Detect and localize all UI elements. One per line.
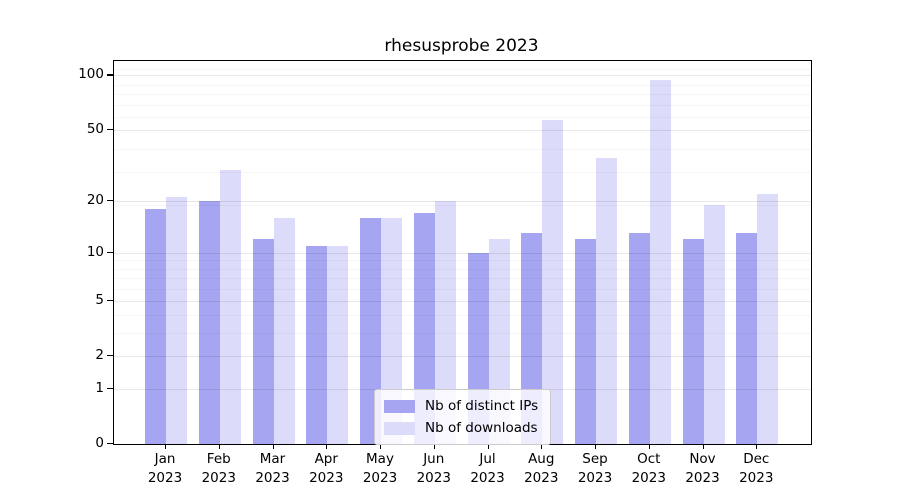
legend-label-distinct-ips: Nb of distinct IPs — [425, 398, 539, 414]
x-tick-label: Mar 2023 — [255, 451, 290, 486]
legend-swatch-distinct-ips — [384, 399, 415, 413]
x-tick-mark — [433, 444, 435, 449]
bar-distinct-ips — [306, 245, 328, 444]
y-tick-label: 5 — [95, 291, 104, 308]
y-tick-mark — [107, 443, 113, 445]
y-tick-mark — [107, 251, 113, 253]
y-tick-mark — [107, 387, 113, 389]
bar-distinct-ips — [682, 239, 704, 444]
y-tick-mark — [107, 299, 113, 302]
x-tick-label: Feb 2023 — [201, 451, 236, 486]
bar-downloads — [273, 217, 295, 444]
bar-distinct-ips — [360, 217, 381, 444]
bar-downloads — [381, 217, 402, 444]
x-tick-label: Dec 2023 — [739, 451, 774, 486]
y-tick-label: 1 — [95, 379, 104, 396]
y-tick-mark — [107, 355, 113, 357]
bar-downloads — [757, 193, 779, 444]
x-tick-mark — [595, 444, 597, 449]
y-tick-label: 20 — [86, 191, 104, 208]
legend-swatch-downloads — [384, 421, 415, 435]
bar-downloads — [219, 169, 241, 444]
bar-downloads — [596, 157, 617, 444]
bar-downloads — [434, 200, 456, 444]
y-tick-label: 10 — [86, 243, 104, 260]
x-tick-mark — [756, 444, 758, 449]
legend-label-downloads: Nb of downloads — [425, 420, 538, 436]
bar-downloads — [327, 245, 349, 444]
x-tick-label: Jun 2023 — [416, 451, 451, 486]
x-tick-mark — [165, 444, 167, 449]
y-tick-label: 0 — [95, 435, 104, 451]
bar-downloads — [703, 204, 725, 444]
bar-downloads — [649, 79, 671, 444]
x-tick-label: May 2023 — [362, 451, 398, 486]
x-tick-label: Jan 2023 — [147, 451, 183, 486]
y-tick-label: 50 — [86, 120, 104, 137]
bar-distinct-ips — [736, 233, 758, 444]
y-tick-label: 100 — [78, 66, 104, 83]
x-tick-label: Oct 2023 — [631, 451, 666, 486]
legend-item-distinct-ips: Nb of distinct IPs — [384, 395, 538, 417]
y-tick-mark — [107, 74, 113, 76]
x-tick-label: Nov 2023 — [685, 451, 720, 486]
bar-downloads — [166, 197, 187, 444]
bar-distinct-ips — [145, 208, 166, 444]
x-tick-mark — [218, 444, 220, 449]
x-tick-label: Jul 2023 — [470, 451, 505, 486]
bar-downloads — [542, 119, 564, 444]
bars-layer — [114, 61, 811, 444]
x-tick-mark — [272, 444, 274, 449]
bar-distinct-ips — [575, 239, 596, 444]
y-tick-mark — [107, 128, 113, 131]
y-tick-label: 2 — [95, 347, 104, 364]
legend: Nb of distinct IPs Nb of downloads — [374, 389, 552, 445]
y-tick-mark — [107, 199, 113, 202]
x-tick-label: Sep 2023 — [577, 451, 613, 486]
bar-distinct-ips — [628, 233, 650, 444]
chart-title: rhesusprobe 2023 — [384, 36, 539, 56]
x-tick-mark — [380, 444, 382, 449]
legend-item-downloads: Nb of downloads — [384, 417, 538, 439]
x-tick-mark — [541, 444, 543, 449]
x-tick-label: Aug 2023 — [524, 451, 559, 486]
x-tick-label: Apr 2023 — [309, 451, 344, 486]
x-tick-mark — [326, 444, 328, 449]
plot-area — [113, 60, 812, 445]
x-tick-mark — [648, 444, 650, 449]
bar-distinct-ips — [198, 200, 220, 444]
bar-distinct-ips — [413, 213, 435, 444]
bar-distinct-ips — [252, 239, 274, 444]
x-tick-mark — [487, 444, 489, 449]
x-tick-mark — [702, 444, 704, 449]
